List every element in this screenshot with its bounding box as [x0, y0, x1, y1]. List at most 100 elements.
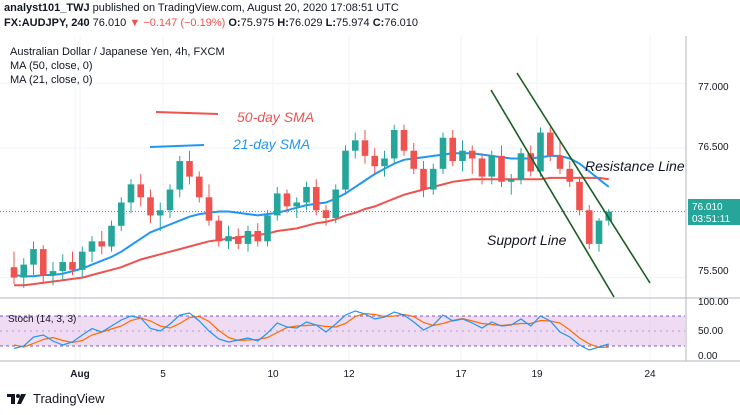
candle-body: [381, 158, 388, 167]
candle-body: [59, 262, 67, 272]
open-label: O:: [228, 17, 241, 29]
down-arrow-icon: ▼: [129, 17, 141, 29]
last-price-tag: [688, 199, 740, 225]
time-tick-5: 5: [160, 369, 166, 380]
time-tick-aug: Aug: [70, 369, 89, 380]
candle-body: [342, 150, 349, 190]
stoch-tick-0: 0.00: [698, 351, 718, 362]
price-chart[interactable]: Australian Dollar / Japanese Yen, 4h, FX…: [0, 36, 740, 386]
candle-body: [537, 132, 544, 172]
stoch-legend: Stoch (14, 3, 3): [8, 314, 76, 325]
grid: [0, 36, 685, 361]
high-label: H:: [277, 17, 289, 29]
last-price: 76.010: [92, 17, 127, 29]
tradingview-logo-icon: [7, 393, 26, 404]
candle-body: [517, 153, 525, 180]
candle-body: [117, 202, 125, 226]
candle-body: [488, 155, 496, 177]
time-tick-10: 10: [267, 369, 279, 380]
candle-body: [459, 150, 466, 162]
candle-body: [215, 220, 223, 242]
symbol-info: FX:AUDJPY, 240 76.010 ▼ −0.147 (−0.19%) …: [4, 17, 418, 29]
candle-body: [507, 179, 515, 182]
candle-body: [605, 211, 613, 221]
price-tick-75500: 75.500: [698, 266, 729, 277]
candle-body: [439, 137, 447, 169]
candle-body: [283, 193, 291, 207]
candle-body: [546, 132, 554, 156]
candles: [10, 124, 613, 288]
candle-body: [468, 150, 476, 159]
ma50-legend: MA (50, close, 0): [10, 60, 93, 72]
time-tick-19: 19: [531, 369, 543, 380]
candle-body: [88, 241, 96, 252]
resistance-annotation: Resistance Line: [585, 158, 685, 174]
candle-body: [30, 249, 37, 265]
price-tick-77000: 77.000: [698, 82, 729, 93]
candle-body: [556, 155, 564, 169]
sma21-legend-line: [149, 144, 205, 148]
stoch-k-line: [13, 310, 609, 351]
candle-body: [176, 161, 184, 190]
low-label: L:: [325, 17, 337, 29]
candle-body: [312, 186, 320, 211]
candle-body: [478, 158, 486, 177]
candle-body: [303, 186, 310, 203]
candle-body: [322, 210, 330, 219]
sma50-annotation: 50-day SMA: [237, 109, 314, 125]
candle-body: [371, 155, 379, 167]
candle-body: [420, 168, 427, 190]
price-tick-76500: 76.500: [698, 142, 729, 153]
open-value: 75.975: [240, 17, 275, 29]
candle-body: [585, 210, 593, 244]
tradingview-brand: TradingView: [33, 391, 105, 406]
publish-info: analyst101_TWJ published on TradingView.…: [4, 2, 399, 14]
sma21-annotation: 21-day SMA: [232, 136, 310, 152]
candle-body: [166, 189, 174, 211]
close-value: 76.010: [384, 17, 418, 29]
tradingview-logo[interactable]: TradingView: [6, 391, 105, 406]
candle-body: [527, 153, 535, 172]
candle-body: [39, 249, 47, 275]
candle-body: [98, 241, 106, 247]
author-name[interactable]: analyst101_TWJ: [4, 2, 90, 14]
candle-body: [576, 181, 583, 211]
candle-body: [205, 197, 213, 221]
candle-body: [264, 215, 271, 242]
stoch-lines: [13, 310, 609, 351]
publish-text: published on TradingView.com, August 20,…: [92, 2, 399, 14]
ma21-line: [13, 152, 610, 278]
candle-body: [10, 267, 18, 278]
candle-body: [244, 230, 252, 244]
candle-body: [595, 220, 603, 244]
axes: [0, 36, 740, 362]
candle-body: [293, 202, 301, 207]
support-line: [490, 89, 615, 298]
candle-body: [225, 236, 232, 242]
trend-channel[interactable]: [490, 72, 651, 298]
candle-body: [108, 225, 115, 247]
close-label: C:: [372, 17, 385, 29]
candle-body: [195, 176, 203, 198]
stoch-tick-100: 100.00: [698, 297, 729, 308]
price-change: −0.147 (−0.19%): [143, 17, 226, 29]
candle-body: [566, 168, 574, 182]
candle-body: [49, 271, 57, 275]
candle-body: [390, 129, 398, 159]
candle-body: [449, 137, 457, 162]
chart-title: Australian Dollar / Japanese Yen, 4h, FX…: [10, 46, 225, 58]
candle-body: [254, 230, 262, 242]
candle-body: [78, 251, 86, 270]
resistance-line: [516, 72, 651, 284]
candle-body: [127, 184, 135, 203]
support-annotation: Support Line: [487, 232, 567, 248]
candle-body: [429, 168, 437, 190]
candle-body: [20, 264, 28, 278]
low-value: 75.974: [336, 17, 370, 29]
candle-body: [351, 140, 359, 151]
candle-body: [69, 262, 76, 270]
sma50-legend-line: [155, 111, 219, 115]
candle-body: [410, 150, 418, 169]
symbol-name: FX:AUDJPY, 240: [4, 17, 90, 29]
last-price-tag-value: 76.010: [692, 202, 723, 213]
